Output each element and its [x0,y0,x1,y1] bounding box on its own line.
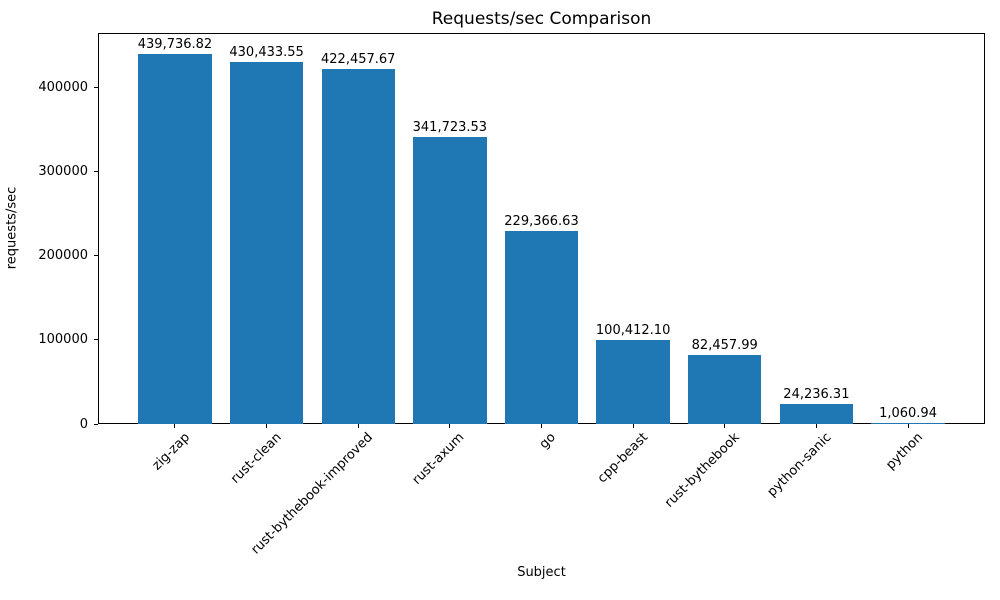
x-tick-label: go [537,430,560,453]
x-tick-label: zig-zap [149,430,193,474]
x-tick-mark [266,424,268,428]
x-tick-label: cpp-beast [594,430,651,487]
x-tick-mark [815,424,817,428]
bar-value-label: 341,723.53 [412,119,488,135]
bar-zig-zap [138,54,212,424]
bar-value-label: 422,457.67 [321,51,396,67]
x-tick-mark [724,424,726,428]
y-tick-label: 300000 [38,164,88,180]
bar-rust-bythebook [688,354,762,424]
bar-value-label: 1,060.94 [879,406,937,421]
x-tick-mark [907,424,909,428]
y-tick-label: 200000 [38,248,88,264]
y-tick-label: 0 [79,416,88,432]
bar-go [504,231,579,424]
y-tick-mark [94,339,98,341]
y-tick-mark [94,255,98,257]
chart-title: Requests/sec Comparison [431,9,652,29]
x-tick-mark [449,424,451,428]
x-tick-label: rust-clean [227,430,285,487]
x-axis-title: Subject [517,565,566,580]
x-tick-mark [632,424,634,428]
x-tick-label: rust-axum [409,430,468,488]
bar-value-label: 439,736.82 [137,37,213,53]
x-tick-mark [357,424,359,428]
x-tick-mark [174,424,176,428]
bar-value-label: 229,366.63 [504,214,579,230]
bar-python [871,423,945,424]
x-tick-label: python-sanic [764,430,835,500]
bar-value-label: 430,433.55 [229,45,304,61]
x-tick-label: rust-bythebook [661,430,743,511]
y-axis-title: requests/sec [4,186,20,270]
bar-rust-clean [229,62,304,424]
x-tick-label: python [882,430,926,473]
y-tick-mark [94,423,98,425]
bar-python-sanic [779,403,854,424]
y-tick-mark [94,171,98,173]
bar-value-label: 24,236.31 [783,386,850,402]
bar-rust-bythebook-improved [321,68,395,424]
x-tick-mark [541,424,542,428]
bar-value-label: 100,412.10 [595,322,671,338]
y-tick-label: 400000 [38,80,88,96]
bar-cpp-beast [596,339,670,424]
y-tick-label: 100000 [38,332,88,348]
bar-value-label: 82,457.99 [691,337,758,353]
bar-rust-axum [413,136,487,424]
y-tick-mark [94,87,98,89]
